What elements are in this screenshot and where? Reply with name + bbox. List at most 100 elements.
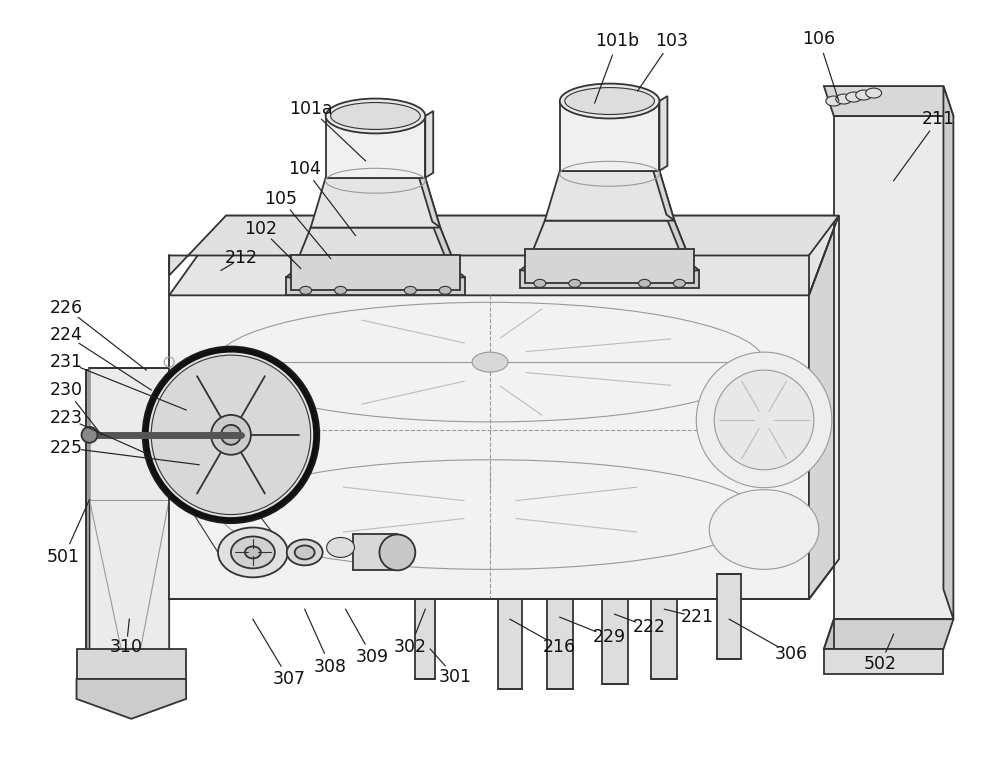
Polygon shape: [498, 599, 522, 689]
Text: 105: 105: [264, 190, 297, 208]
Ellipse shape: [404, 286, 416, 294]
Polygon shape: [415, 599, 435, 679]
Polygon shape: [520, 263, 699, 271]
Polygon shape: [425, 111, 433, 178]
Ellipse shape: [696, 352, 832, 488]
Polygon shape: [824, 619, 953, 649]
Text: 222: 222: [633, 618, 666, 637]
Ellipse shape: [709, 490, 819, 569]
Polygon shape: [77, 679, 186, 719]
Text: 310: 310: [110, 638, 143, 656]
Polygon shape: [353, 534, 397, 570]
Ellipse shape: [639, 279, 650, 287]
Text: 106: 106: [802, 30, 835, 48]
Ellipse shape: [379, 534, 415, 570]
Ellipse shape: [245, 547, 261, 558]
Ellipse shape: [846, 92, 862, 102]
Text: 306: 306: [774, 645, 808, 663]
Ellipse shape: [826, 96, 842, 106]
Ellipse shape: [295, 546, 315, 559]
Ellipse shape: [231, 536, 275, 569]
Ellipse shape: [673, 279, 685, 287]
Ellipse shape: [221, 425, 241, 445]
Text: 307: 307: [272, 670, 305, 688]
Ellipse shape: [560, 84, 659, 118]
Text: 223: 223: [50, 409, 83, 427]
Polygon shape: [651, 599, 677, 679]
Ellipse shape: [287, 540, 323, 565]
Ellipse shape: [534, 279, 546, 287]
Polygon shape: [286, 270, 465, 278]
Ellipse shape: [327, 537, 355, 558]
Polygon shape: [89, 368, 169, 697]
Polygon shape: [286, 278, 465, 296]
Ellipse shape: [335, 286, 347, 294]
Text: 224: 224: [50, 326, 83, 344]
Polygon shape: [545, 170, 674, 221]
Polygon shape: [943, 86, 953, 619]
Text: 231: 231: [50, 353, 83, 371]
Polygon shape: [824, 649, 943, 674]
Polygon shape: [417, 172, 440, 228]
Ellipse shape: [714, 370, 814, 470]
Ellipse shape: [218, 528, 288, 577]
Ellipse shape: [331, 102, 420, 130]
Polygon shape: [326, 116, 425, 178]
Polygon shape: [77, 649, 186, 679]
Text: 216: 216: [543, 638, 576, 656]
Text: 226: 226: [50, 300, 83, 317]
Text: 501: 501: [47, 548, 80, 566]
Polygon shape: [717, 574, 741, 659]
Polygon shape: [169, 216, 839, 296]
Ellipse shape: [326, 99, 425, 134]
Polygon shape: [560, 101, 659, 170]
Ellipse shape: [439, 286, 451, 294]
Ellipse shape: [569, 279, 581, 287]
Text: 308: 308: [314, 658, 347, 676]
Ellipse shape: [151, 355, 311, 515]
Polygon shape: [547, 599, 573, 689]
Text: 230: 230: [50, 381, 83, 399]
Polygon shape: [291, 256, 460, 290]
Polygon shape: [525, 221, 694, 271]
Ellipse shape: [856, 90, 872, 100]
Polygon shape: [834, 116, 953, 619]
Polygon shape: [520, 271, 699, 289]
Ellipse shape: [836, 94, 852, 104]
Polygon shape: [169, 216, 839, 275]
Text: 502: 502: [864, 655, 897, 673]
Text: 101b: 101b: [596, 32, 640, 50]
Ellipse shape: [565, 88, 654, 114]
Ellipse shape: [300, 286, 312, 294]
Polygon shape: [430, 220, 460, 278]
Polygon shape: [824, 619, 834, 649]
Ellipse shape: [143, 347, 319, 522]
Ellipse shape: [866, 88, 882, 98]
Text: 301: 301: [439, 668, 472, 686]
Polygon shape: [86, 370, 166, 699]
Text: 212: 212: [224, 249, 257, 267]
Text: 102: 102: [244, 220, 277, 238]
Ellipse shape: [211, 415, 251, 455]
Polygon shape: [291, 228, 460, 278]
Text: 302: 302: [394, 638, 427, 656]
Polygon shape: [659, 96, 667, 170]
Polygon shape: [525, 249, 694, 283]
Text: 221: 221: [681, 608, 714, 626]
Polygon shape: [86, 370, 166, 659]
Ellipse shape: [81, 427, 97, 443]
Text: 101a: 101a: [289, 100, 332, 118]
Ellipse shape: [472, 352, 508, 372]
Polygon shape: [809, 216, 839, 599]
Text: 104: 104: [288, 160, 321, 178]
Polygon shape: [602, 599, 628, 684]
Text: 211: 211: [922, 110, 955, 128]
Polygon shape: [664, 213, 694, 271]
Text: 309: 309: [356, 648, 389, 666]
Text: 229: 229: [593, 628, 626, 646]
Polygon shape: [169, 296, 809, 599]
Text: 225: 225: [50, 439, 83, 457]
Polygon shape: [651, 165, 674, 221]
Polygon shape: [311, 178, 440, 228]
Text: 103: 103: [655, 32, 688, 50]
